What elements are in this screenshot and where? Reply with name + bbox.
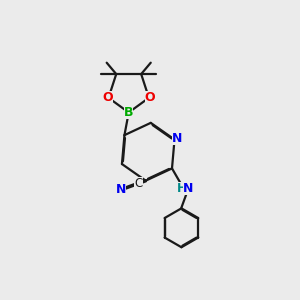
Text: N: N [172,132,182,145]
Text: H: H [176,182,186,195]
Text: N: N [116,183,126,196]
Text: N: N [183,182,194,195]
Text: B: B [124,106,134,119]
Text: C: C [134,177,142,190]
Text: O: O [102,91,113,103]
Text: O: O [145,91,155,103]
